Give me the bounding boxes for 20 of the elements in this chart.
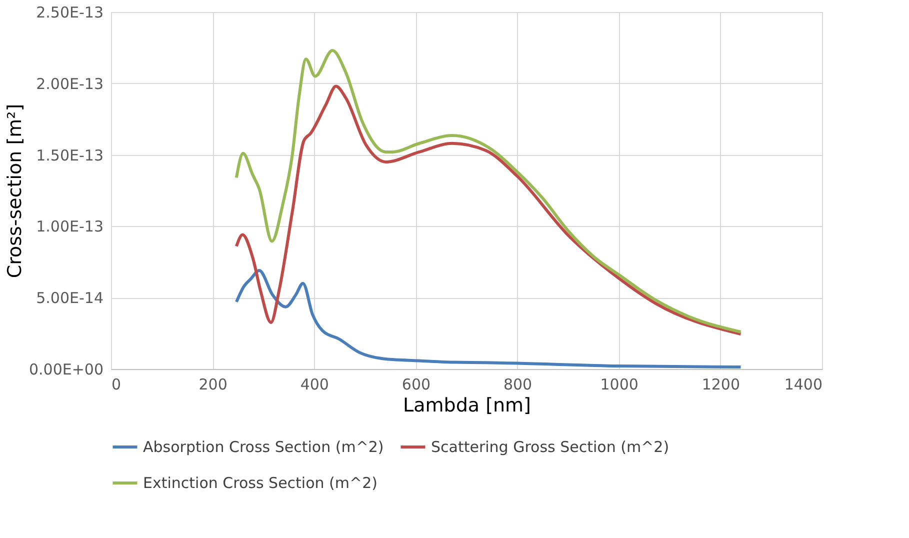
legend-label: Extinction Cross Section (m^2) [143,474,378,492]
x-tick-label: 800 [503,376,532,394]
y-tick-label: 1.00E-13 [36,218,104,236]
legend-label: Scattering Gross Section (m^2) [431,438,670,456]
y-tick-label: 0.00E+00 [28,360,104,378]
x-tick-label: 1200 [702,376,740,394]
y-axis-title: Cross-section [m²] [4,104,26,278]
x-tick-label: 400 [300,376,329,394]
x-tick-label: 200 [198,376,228,394]
x-tick-label: 1400 [784,376,822,394]
y-tick-label: 5.00E-14 [36,289,104,308]
x-tick-label: 1000 [600,376,638,394]
legend-label: Absorption Cross Section (m^2) [143,438,384,456]
line-series [234,268,742,368]
x-tick-label: 0 [112,376,122,394]
y-tick-label: 2.50E-13 [36,4,104,22]
x-axis-title: Lambda [nm] [403,394,531,416]
y-tick-label: 1.50E-13 [36,146,104,164]
x-tick-label: 600 [402,376,431,394]
y-tick-label: 2.00E-13 [36,74,104,93]
